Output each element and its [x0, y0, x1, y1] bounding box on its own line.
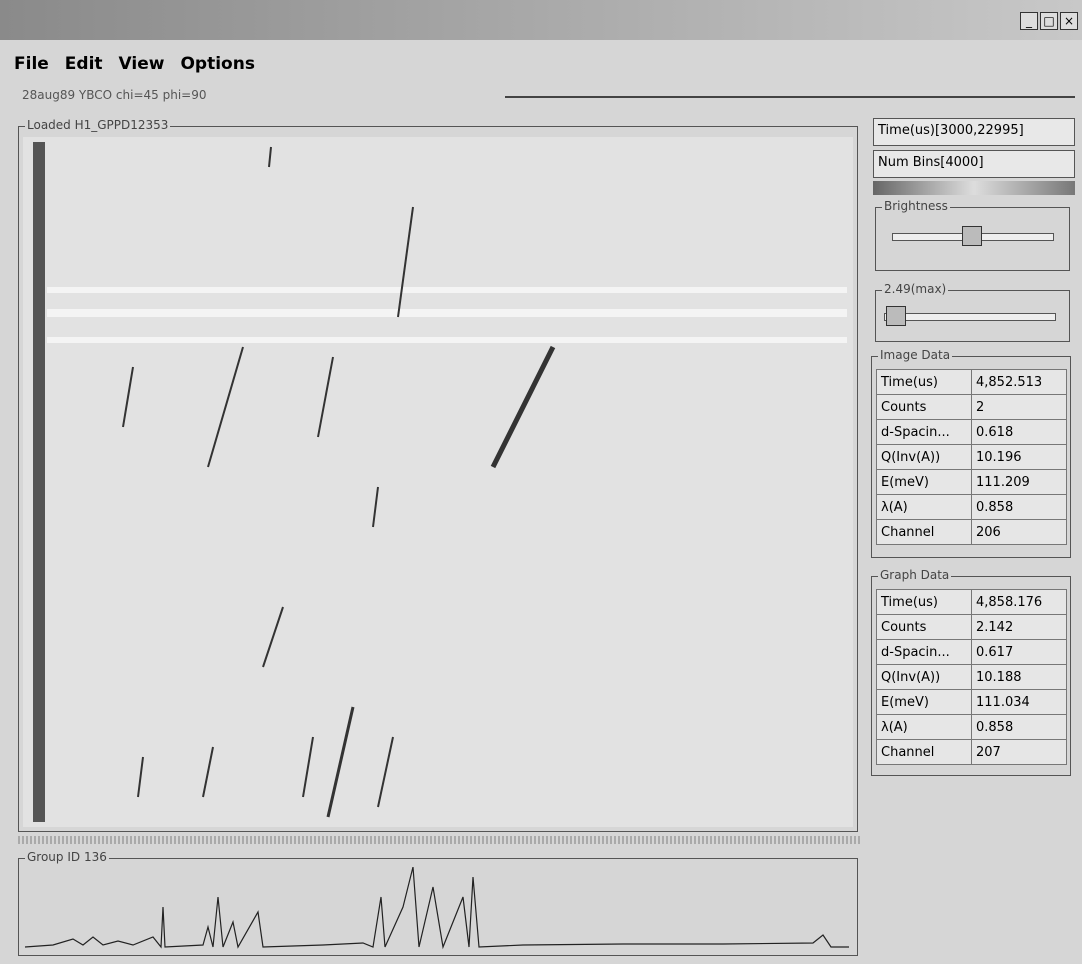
- label-cell: λ(A): [877, 715, 972, 740]
- label-cell: E(meV): [877, 690, 972, 715]
- label-cell: Counts: [877, 615, 972, 640]
- value-cell: 0.858: [972, 715, 1067, 740]
- value-cell: 2: [972, 395, 1067, 420]
- panel-title: Group ID 136: [25, 850, 109, 864]
- label-cell: Channel: [877, 740, 972, 765]
- num-bins-field[interactable]: Num Bins[4000]: [873, 150, 1075, 178]
- value-cell: 4,852.513: [972, 370, 1067, 395]
- title-bar: [0, 0, 1082, 40]
- table-row: E(meV)111.209: [877, 470, 1067, 495]
- brightness-group: Brightness: [875, 207, 1070, 271]
- close-button[interactable]: ×: [1060, 12, 1078, 30]
- menu-item[interactable]: File: [14, 54, 49, 74]
- label-cell: E(meV): [877, 470, 972, 495]
- label-cell: Q(Inv(A)): [877, 665, 972, 690]
- dataset-label: 28aug89 YBCO chi=45 phi=90: [22, 88, 206, 102]
- minimize-button[interactable]: _: [1020, 12, 1038, 30]
- value-cell: 0.858: [972, 495, 1067, 520]
- table-row: d-Spacin...0.618: [877, 420, 1067, 445]
- group-title: 2.49(max): [882, 282, 948, 296]
- value-cell: 0.618: [972, 420, 1067, 445]
- label-cell: Time(us): [877, 590, 972, 615]
- value-cell: 10.188: [972, 665, 1067, 690]
- menu-bar: File Edit View Options: [14, 54, 255, 74]
- label-cell: Q(Inv(A)): [877, 445, 972, 470]
- value-cell: 4,858.176: [972, 590, 1067, 615]
- maximize-button[interactable]: □: [1040, 12, 1058, 30]
- table-row: λ(A)0.858: [877, 495, 1067, 520]
- image-panel: Loaded H1_GPPD12353: [18, 126, 858, 832]
- label-cell: Counts: [877, 395, 972, 420]
- slider-thumb[interactable]: [962, 226, 982, 246]
- value-cell: 207: [972, 740, 1067, 765]
- menu-item[interactable]: Edit: [65, 54, 103, 74]
- slider-track: [884, 313, 1056, 321]
- table-row: Time(us)4,858.176: [877, 590, 1067, 615]
- table-row: Time(us)4,852.513: [877, 370, 1067, 395]
- value-cell: 0.617: [972, 640, 1067, 665]
- spectrum-graph: [23, 867, 853, 953]
- label-cell: Time(us): [877, 370, 972, 395]
- table-row: Q(Inv(A))10.196: [877, 445, 1067, 470]
- image-view: [23, 137, 853, 827]
- graph-panel: Group ID 136: [18, 858, 858, 956]
- time-range-field[interactable]: Time(us)[3000,22995]: [873, 118, 1075, 146]
- table-row: d-Spacin...0.617: [877, 640, 1067, 665]
- label-cell: d-Spacin...: [877, 420, 972, 445]
- panel-title: Loaded H1_GPPD12353: [25, 118, 170, 132]
- value-cell: 10.196: [972, 445, 1067, 470]
- color-scale: [873, 181, 1075, 195]
- label-cell: Channel: [877, 520, 972, 545]
- value-cell: 111.034: [972, 690, 1067, 715]
- group-title: Brightness: [882, 199, 950, 213]
- menu-item[interactable]: View: [119, 54, 165, 74]
- app-window: _ □ × File Edit View Options 28aug89 YBCO c…: [0, 0, 1082, 964]
- label-cell: d-Spacin...: [877, 640, 972, 665]
- value-cell: 206: [972, 520, 1067, 545]
- table-row: λ(A)0.858: [877, 715, 1067, 740]
- table-row: Q(Inv(A))10.188: [877, 665, 1067, 690]
- split-divider[interactable]: [18, 836, 860, 844]
- separator: [505, 96, 1075, 98]
- group-title: Image Data: [878, 348, 952, 362]
- value-cell: 111.209: [972, 470, 1067, 495]
- max-group: 2.49(max): [875, 290, 1070, 342]
- value-cell: 2.142: [972, 615, 1067, 640]
- group-title: Graph Data: [878, 568, 951, 582]
- table-row: E(meV)111.034: [877, 690, 1067, 715]
- menu-item[interactable]: Options: [180, 54, 254, 74]
- label-cell: λ(A): [877, 495, 972, 520]
- slider-thumb[interactable]: [886, 306, 906, 326]
